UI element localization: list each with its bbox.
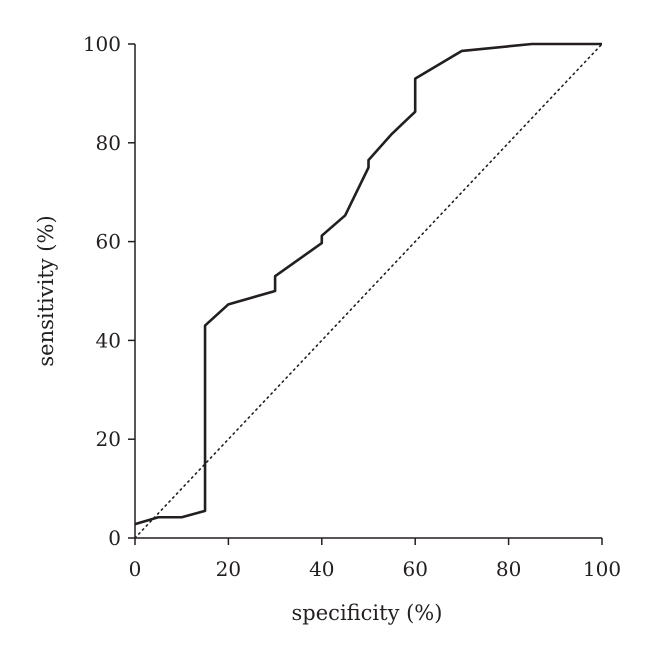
y-tick-label: 20 xyxy=(96,427,121,451)
series-layer xyxy=(134,42,603,539)
x-tick-label: 0 xyxy=(129,557,142,581)
x-tick-label: 100 xyxy=(583,557,621,581)
x-tick-label: 80 xyxy=(496,557,521,581)
y-tick-label: 80 xyxy=(96,131,121,155)
x-tick-label: 20 xyxy=(216,557,241,581)
x-tick-label: 60 xyxy=(402,557,427,581)
x-axis-label: specificity (%) xyxy=(292,601,443,625)
reference-diagonal-line xyxy=(134,43,603,539)
y-tick-label: 40 xyxy=(96,328,121,352)
y-axis-label: sensitivity (%) xyxy=(34,215,58,366)
roc-curve-line xyxy=(134,42,602,526)
axes xyxy=(134,44,602,539)
ticks-layer: 0 20 40 60 80 100 0 20 40 60 80 100 xyxy=(83,32,621,581)
x-tick-label: 40 xyxy=(309,557,334,581)
y-tick-label: 100 xyxy=(83,32,121,56)
y-tick-label: 60 xyxy=(96,230,121,254)
y-tick-label: 0 xyxy=(108,526,121,550)
